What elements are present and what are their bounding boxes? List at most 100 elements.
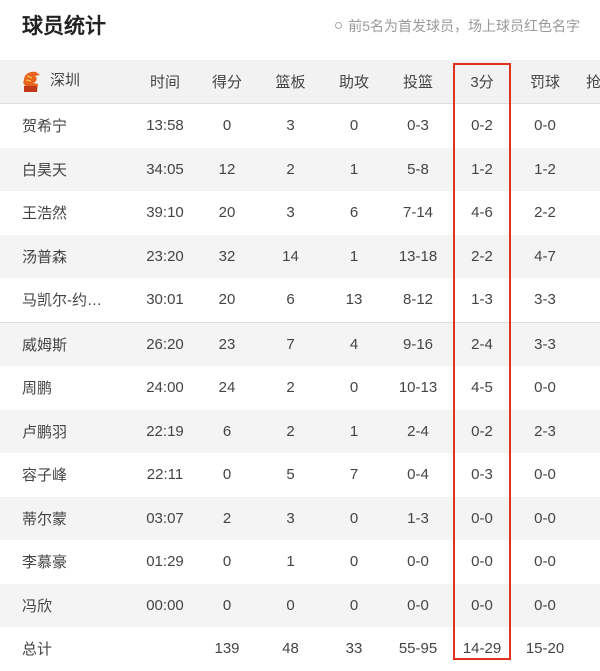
- cell-field-goals: 13-18: [398, 247, 438, 265]
- player-name[interactable]: 冯欣: [22, 597, 53, 615]
- col-field-goals[interactable]: 投篮: [402, 74, 433, 91]
- player-name[interactable]: 周鹏: [22, 380, 53, 398]
- cell-time: 01:29: [146, 553, 184, 571]
- table-row[interactable]: 蒂尔蒙 03:07 2 3 0 1-3 0-0 0-0: [0, 496, 600, 540]
- team-name: 深圳: [50, 72, 81, 90]
- col-cutoff[interactable]: 抢: [586, 74, 600, 91]
- table-row[interactable]: 王浩然 39:10 20 3 6 7-14 4-6 2-2: [0, 191, 600, 235]
- cell-free-throws: 0-0: [534, 379, 556, 397]
- cell-time: 22:19: [146, 422, 184, 440]
- cell-field-goals: 5-8: [407, 160, 429, 178]
- col-time[interactable]: 时间: [149, 74, 180, 91]
- cell-points: 139: [214, 640, 240, 658]
- totals-label: 总计: [22, 641, 53, 659]
- cell-field-goals: 10-13: [398, 379, 438, 397]
- col-points[interactable]: 得分: [211, 74, 242, 91]
- cell-three-pointers: 0-2: [471, 422, 493, 440]
- cell-free-throws: 0-0: [534, 596, 556, 614]
- cell-assists: 4: [349, 335, 359, 353]
- table-header: 深圳 时间 得分 篮板 助攻 投篮 3分 罚球 抢: [0, 60, 600, 104]
- cell-three-pointers: 4-6: [471, 204, 493, 222]
- cell-three-pointers: 4-5: [471, 379, 493, 397]
- cell-assists: 6: [349, 204, 359, 222]
- cell-field-goals: 9-16: [402, 335, 434, 353]
- cell-field-goals: 0-0: [407, 596, 429, 614]
- table-row[interactable]: 马凯尔-约… 30:01 20 6 13 8-12 1-3 3-3: [0, 278, 600, 322]
- cell-three-pointers: 0-2: [471, 117, 493, 135]
- cell-free-throws: 2-3: [534, 422, 556, 440]
- col-free-throws[interactable]: 罚球: [529, 74, 560, 91]
- cell-assists: 33: [345, 640, 363, 658]
- table-row[interactable]: 容子峰 22:11 0 5 7 0-4 0-3 0-0: [0, 453, 600, 497]
- cell-points: 0: [222, 117, 232, 135]
- cell-rebounds: 6: [286, 291, 295, 309]
- col-three-pointers[interactable]: 3分: [470, 74, 494, 91]
- player-name[interactable]: 威姆斯: [22, 336, 68, 354]
- cell-points: 24: [218, 379, 236, 397]
- cell-free-throws: 3-3: [534, 291, 556, 309]
- cell-points: 23: [218, 335, 236, 353]
- cell-time: 00:00: [146, 596, 184, 614]
- table-row[interactable]: 贺希宁 13:58 0 3 0 0-3 0-2 0-0: [0, 104, 600, 148]
- player-name[interactable]: 王浩然: [22, 205, 68, 223]
- totals-row: 总计 139 48 33 55-95 14-29 15-20: [0, 627, 600, 671]
- cell-rebounds: 3: [286, 204, 295, 222]
- player-name[interactable]: 汤普森: [22, 248, 68, 266]
- table-row[interactable]: 卢鹏羽 22:19 6 2 1 2-4 0-2 2-3: [0, 409, 600, 453]
- cell-three-pointers: 0-0: [471, 509, 493, 527]
- cell-points: 0: [222, 596, 232, 614]
- cell-field-goals: 2-4: [407, 422, 429, 440]
- cell-time: 22:11: [146, 466, 184, 484]
- cell-field-goals: 55-95: [398, 640, 438, 658]
- col-assists[interactable]: 助攻: [338, 74, 369, 91]
- cell-assists: 0: [349, 596, 359, 614]
- cell-time: 24:00: [146, 379, 184, 397]
- cell-time: 30:01: [146, 291, 184, 309]
- cell-assists: 0: [349, 509, 359, 527]
- starter-note: 前5名为首发球员，场上球员红色名字: [335, 16, 580, 36]
- cell-points: 0: [222, 553, 232, 571]
- table-row[interactable]: 李慕豪 01:29 0 1 0 0-0 0-0 0-0: [0, 540, 600, 584]
- cell-rebounds: 2: [286, 379, 295, 397]
- cell-rebounds: 5: [286, 466, 295, 484]
- cell-points: 20: [218, 204, 236, 222]
- table-row[interactable]: 汤普森 23:20 32 14 1 13-18 2-2 4-7: [0, 234, 600, 278]
- cell-assists: 0: [349, 553, 359, 571]
- cell-three-pointers: 2-2: [471, 247, 493, 265]
- team-header: 深圳: [0, 69, 135, 93]
- cell-field-goals: 0-4: [407, 466, 429, 484]
- cell-points: 32: [218, 247, 236, 265]
- cell-rebounds: 3: [286, 509, 295, 527]
- cell-field-goals: 0-0: [407, 553, 429, 571]
- table-row[interactable]: 冯欣 00:00 0 0 0 0-0 0-0 0-0: [0, 583, 600, 627]
- table-row[interactable]: 周鹏 24:00 24 2 0 10-13 4-5 0-0: [0, 366, 600, 410]
- cell-points: 0: [222, 466, 232, 484]
- player-name[interactable]: 贺希宁: [22, 118, 68, 136]
- cell-three-pointers: 1-3: [471, 291, 493, 309]
- player-name[interactable]: 蒂尔蒙: [22, 510, 68, 528]
- table-row[interactable]: 威姆斯 26:20 23 7 4 9-16 2-4 3-3: [0, 321, 600, 366]
- cell-field-goals: 0-3: [407, 117, 429, 135]
- player-name[interactable]: 卢鹏羽: [22, 423, 68, 441]
- cell-free-throws: 0-0: [534, 553, 556, 571]
- cell-rebounds: 2: [286, 422, 295, 440]
- cell-rebounds: 3: [286, 117, 295, 135]
- bullet-icon: [335, 21, 343, 29]
- cell-field-goals: 8-12: [402, 291, 434, 309]
- cell-free-throws: 2-2: [534, 204, 556, 222]
- player-name[interactable]: 白昊天: [22, 161, 68, 179]
- cell-time: 13:58: [146, 117, 184, 135]
- cell-free-throws: 3-3: [534, 335, 556, 353]
- player-name[interactable]: 李慕豪: [22, 554, 68, 572]
- cell-field-goals: 1-3: [407, 509, 429, 527]
- col-rebounds[interactable]: 篮板: [275, 74, 306, 91]
- table-row[interactable]: 白昊天 34:05 12 2 1 5-8 1-2 1-2: [0, 147, 600, 191]
- cell-time: 23:20: [146, 247, 184, 265]
- cell-assists: 7: [349, 466, 359, 484]
- cell-time: 03:07: [146, 509, 184, 527]
- cell-free-throws: 0-0: [534, 117, 556, 135]
- player-name[interactable]: 容子峰: [22, 467, 68, 485]
- player-name[interactable]: 马凯尔-约…: [22, 292, 102, 310]
- cell-rebounds: 14: [282, 247, 299, 265]
- cell-assists: 1: [349, 160, 359, 178]
